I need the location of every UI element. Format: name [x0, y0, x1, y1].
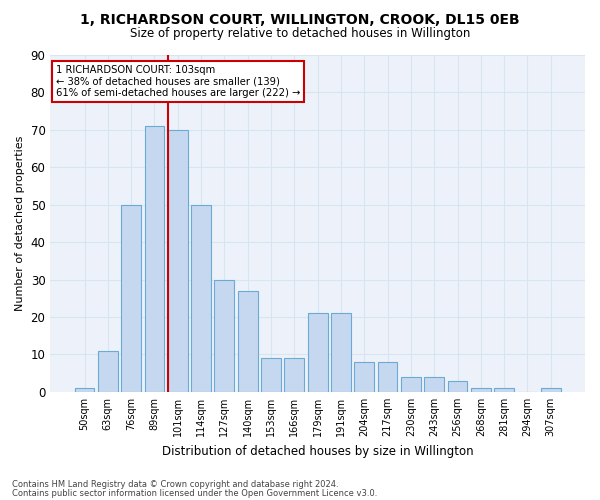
Text: Size of property relative to detached houses in Willington: Size of property relative to detached ho…	[130, 28, 470, 40]
Bar	[377, 362, 397, 392]
Bar	[98, 351, 118, 392]
Bar	[401, 377, 421, 392]
Y-axis label: Number of detached properties: Number of detached properties	[15, 136, 25, 311]
Bar	[541, 388, 560, 392]
X-axis label: Distribution of detached houses by size in Willington: Distribution of detached houses by size …	[162, 444, 473, 458]
Bar	[261, 358, 281, 392]
Bar	[355, 362, 374, 392]
Bar	[471, 388, 491, 392]
Bar	[145, 126, 164, 392]
Bar	[424, 377, 444, 392]
Bar	[238, 291, 257, 392]
Bar	[214, 280, 234, 392]
Text: 1 RICHARDSON COURT: 103sqm
← 38% of detached houses are smaller (139)
61% of sem: 1 RICHARDSON COURT: 103sqm ← 38% of deta…	[56, 65, 300, 98]
Bar	[168, 130, 188, 392]
Bar	[284, 358, 304, 392]
Text: Contains HM Land Registry data © Crown copyright and database right 2024.: Contains HM Land Registry data © Crown c…	[12, 480, 338, 489]
Bar	[308, 314, 328, 392]
Text: 1, RICHARDSON COURT, WILLINGTON, CROOK, DL15 0EB: 1, RICHARDSON COURT, WILLINGTON, CROOK, …	[80, 12, 520, 26]
Bar	[331, 314, 351, 392]
Bar	[448, 380, 467, 392]
Bar	[121, 204, 141, 392]
Bar	[191, 204, 211, 392]
Bar	[494, 388, 514, 392]
Bar	[74, 388, 94, 392]
Text: Contains public sector information licensed under the Open Government Licence v3: Contains public sector information licen…	[12, 488, 377, 498]
